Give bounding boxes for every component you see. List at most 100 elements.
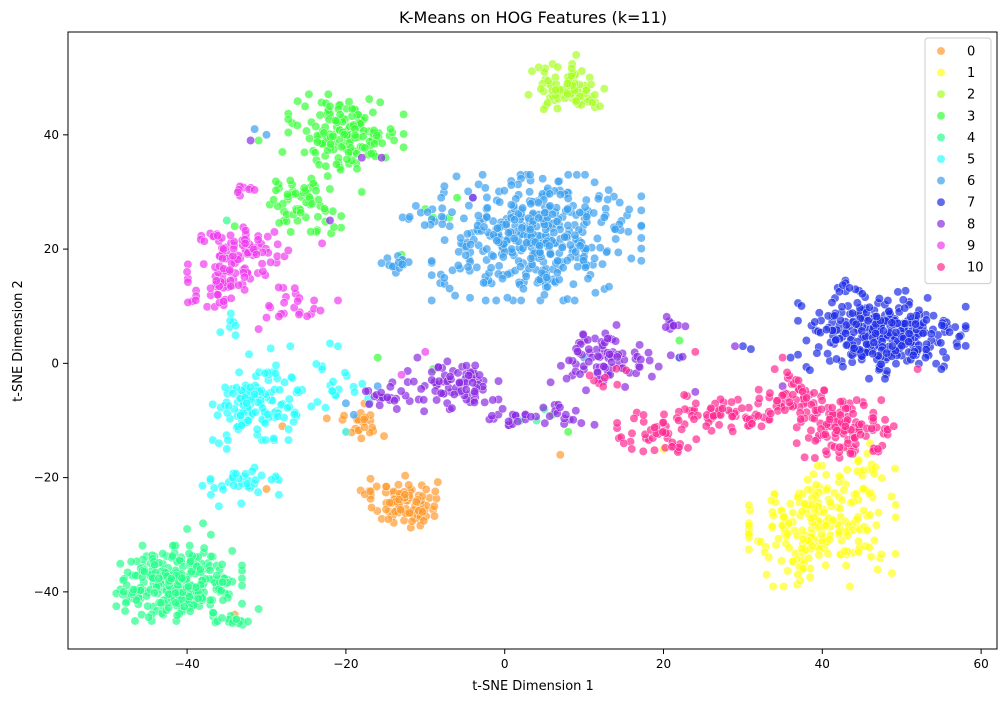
data-point bbox=[837, 302, 847, 312]
data-point bbox=[954, 332, 964, 342]
data-point bbox=[245, 382, 255, 392]
data-point bbox=[718, 404, 727, 414]
data-point bbox=[804, 553, 814, 563]
data-point bbox=[506, 200, 516, 210]
data-point bbox=[383, 514, 393, 524]
data-point bbox=[183, 582, 193, 592]
data-point bbox=[868, 413, 878, 423]
data-point bbox=[602, 247, 612, 257]
data-point bbox=[237, 581, 247, 591]
data-point bbox=[492, 223, 502, 233]
data-point bbox=[654, 362, 664, 372]
data-point bbox=[526, 412, 536, 422]
data-point bbox=[677, 424, 687, 434]
data-point bbox=[817, 395, 827, 405]
data-point bbox=[172, 610, 182, 620]
data-point bbox=[835, 410, 845, 420]
data-point bbox=[292, 120, 302, 130]
data-point bbox=[571, 406, 581, 416]
data-point bbox=[543, 98, 553, 108]
data-point bbox=[429, 501, 439, 511]
data-point bbox=[404, 508, 414, 518]
data-point bbox=[737, 403, 747, 413]
data-point bbox=[645, 356, 655, 365]
data-point bbox=[286, 227, 296, 237]
data-point bbox=[183, 297, 193, 307]
data-point bbox=[636, 244, 646, 254]
data-point bbox=[599, 362, 609, 372]
data-point bbox=[551, 85, 561, 95]
data-point bbox=[504, 228, 513, 238]
data-point bbox=[322, 413, 332, 423]
data-point bbox=[572, 170, 582, 180]
data-point bbox=[838, 362, 848, 372]
data-point bbox=[494, 376, 503, 386]
data-point bbox=[706, 403, 716, 413]
data-point bbox=[262, 484, 271, 494]
y-tick-label: −40 bbox=[34, 585, 59, 599]
data-point bbox=[582, 212, 592, 222]
data-point bbox=[214, 438, 224, 448]
data-point bbox=[416, 384, 426, 394]
data-point bbox=[257, 259, 267, 269]
data-point bbox=[828, 515, 838, 525]
data-point bbox=[396, 386, 406, 396]
data-point bbox=[412, 353, 422, 363]
data-point bbox=[287, 372, 296, 382]
data-point bbox=[805, 365, 815, 375]
data-point bbox=[419, 395, 429, 405]
data-point bbox=[468, 193, 478, 203]
series-1 bbox=[659, 438, 901, 591]
legend-label: 0 bbox=[967, 45, 975, 60]
data-point bbox=[727, 397, 737, 407]
data-point bbox=[250, 389, 259, 399]
data-point bbox=[492, 236, 502, 246]
data-point bbox=[540, 418, 550, 428]
data-point bbox=[332, 159, 341, 169]
data-point bbox=[871, 520, 881, 530]
data-point bbox=[279, 298, 289, 308]
data-point bbox=[283, 245, 293, 255]
data-point bbox=[806, 426, 816, 435]
data-point bbox=[427, 270, 437, 280]
data-point bbox=[797, 301, 806, 311]
data-point bbox=[552, 104, 562, 113]
data-point bbox=[427, 296, 437, 305]
data-point bbox=[563, 194, 573, 203]
data-point bbox=[260, 368, 270, 378]
data-point bbox=[635, 340, 645, 350]
data-point bbox=[553, 256, 562, 266]
data-point bbox=[599, 213, 609, 222]
x-axis-label: t-SNE Dimension 1 bbox=[472, 679, 594, 694]
data-point bbox=[405, 212, 415, 222]
data-point bbox=[499, 186, 509, 196]
data-point bbox=[627, 428, 637, 438]
data-point bbox=[465, 293, 475, 303]
data-point bbox=[419, 516, 429, 526]
data-point bbox=[360, 422, 370, 432]
chart-title: K-Means on HOG Features (k=11) bbox=[399, 8, 667, 27]
data-point bbox=[328, 377, 338, 387]
data-point bbox=[352, 164, 362, 174]
data-point bbox=[233, 187, 243, 197]
data-point bbox=[419, 406, 429, 416]
data-point bbox=[258, 266, 268, 276]
data-point bbox=[658, 427, 668, 437]
data-point bbox=[766, 496, 776, 505]
data-point bbox=[674, 336, 684, 345]
data-point bbox=[271, 368, 280, 378]
data-point bbox=[513, 417, 523, 426]
data-point bbox=[571, 247, 581, 257]
data-point bbox=[339, 130, 349, 140]
data-point bbox=[891, 500, 901, 510]
data-point bbox=[562, 89, 572, 99]
data-point bbox=[839, 485, 849, 495]
data-point bbox=[217, 560, 227, 569]
data-point bbox=[575, 241, 585, 251]
data-point bbox=[216, 586, 226, 596]
data-point bbox=[226, 309, 236, 318]
data-point bbox=[404, 480, 414, 490]
data-point bbox=[570, 296, 580, 305]
data-point bbox=[862, 525, 872, 535]
data-point bbox=[361, 386, 371, 396]
